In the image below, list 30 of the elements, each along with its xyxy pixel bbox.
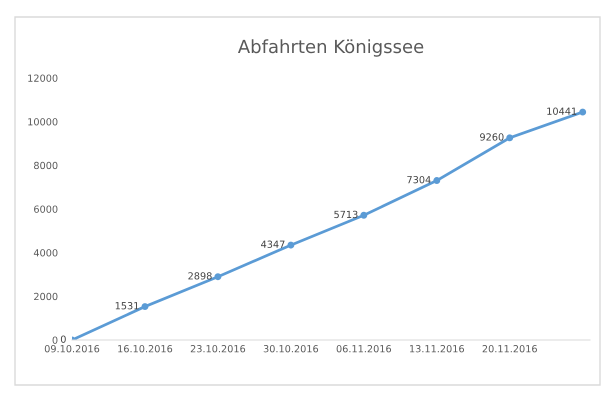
- point: [287, 242, 294, 249]
- y-tick-label: 12000: [28, 74, 58, 82]
- y-tick-label: 2000: [34, 292, 58, 300]
- x-tick-label: 23.10.2016: [190, 345, 246, 352]
- point: [360, 212, 368, 219]
- data-label: 4347: [261, 240, 284, 248]
- chart-title: Abfahrten Königssee: [238, 39, 424, 57]
- y-tick-label: 8000: [34, 162, 58, 170]
- y-tick-label: 6000: [34, 205, 58, 213]
- data-label: 1531: [116, 302, 139, 310]
- data-label: 2898: [188, 272, 212, 280]
- x-tick-label: 09.10.2016: [44, 345, 100, 352]
- data-label: 0: [60, 335, 66, 343]
- point: [506, 134, 514, 142]
- point: [214, 273, 222, 280]
- data-label: 9260: [480, 133, 504, 141]
- y-tick-label: 4000: [34, 249, 58, 256]
- y-tick-label: 10000: [28, 118, 58, 126]
- x-tick-label: 16.10.2016: [118, 345, 172, 352]
- data-label: 5713: [334, 210, 358, 218]
- x-tick-label: 20.11.2016: [482, 345, 537, 352]
- data-label: 7304: [407, 176, 431, 184]
- data-label: 10441: [547, 108, 576, 115]
- y-tick-label: 0: [52, 336, 58, 344]
- point: [433, 177, 440, 184]
- point: [141, 303, 148, 310]
- x-tick-label: 30.10.2016: [264, 345, 318, 352]
- x-tick-label: 13.11.2016: [410, 345, 464, 352]
- point: [579, 108, 586, 116]
- x-tick-label: 06.11.2016: [336, 345, 392, 352]
